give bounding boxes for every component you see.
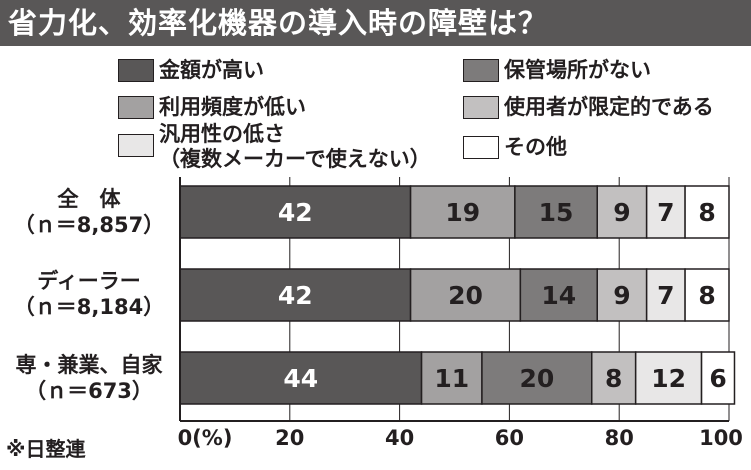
legend-label: 保管場所がない bbox=[504, 58, 651, 82]
bar-segment bbox=[409, 268, 522, 322]
data-label: 12 bbox=[651, 364, 686, 393]
legend-item-low-usage: 利用頻度が低い bbox=[118, 95, 306, 120]
row-label-line2: （ｎ＝8,857） bbox=[13, 213, 165, 237]
legend-item-amount-high: 金額が高い bbox=[118, 58, 264, 83]
bar-segment bbox=[596, 185, 648, 239]
data-label: 7 bbox=[657, 198, 674, 227]
legend-swatch bbox=[463, 59, 499, 82]
x-tick-label: 60 bbox=[495, 426, 524, 450]
data-label: 11 bbox=[434, 364, 469, 393]
chart-title: 省力化、効率化機器の導入時の障壁は？ bbox=[0, 0, 751, 46]
row-label-line1: 全 体 bbox=[57, 187, 121, 211]
legend-label: 金額が高い bbox=[159, 58, 264, 82]
data-label: 19 bbox=[445, 198, 480, 227]
legend-swatch bbox=[118, 134, 154, 157]
data-label: 44 bbox=[283, 364, 318, 393]
data-label: 9 bbox=[613, 281, 630, 310]
legend-label: 使用者が限定的である bbox=[504, 95, 714, 119]
bar-segment bbox=[481, 351, 593, 405]
data-label: 14 bbox=[541, 281, 576, 310]
data-label: 20 bbox=[448, 281, 483, 310]
legend-swatch bbox=[118, 59, 154, 82]
row-label-line1: ディーラー bbox=[37, 269, 141, 293]
x-tick-label: 40 bbox=[385, 426, 414, 450]
x-tick-label: 0(%) bbox=[178, 426, 233, 450]
row-label-all: 全 体 （ｎ＝8,857） bbox=[4, 186, 174, 238]
bar-segment bbox=[645, 268, 686, 322]
legend-swatch bbox=[118, 96, 154, 119]
data-label: 8 bbox=[605, 364, 622, 393]
legend-swatch bbox=[463, 96, 499, 119]
row-label-specialty: 専・兼業、自家 （ｎ＝673） bbox=[4, 352, 174, 404]
legend-item-other: その他 bbox=[463, 135, 567, 160]
legend-swatch bbox=[463, 136, 499, 159]
x-tick-label: 20 bbox=[275, 426, 304, 450]
row-label-line2: （ｎ＝8,184） bbox=[13, 295, 165, 319]
bar-segment bbox=[700, 351, 736, 405]
bar-segment bbox=[519, 268, 598, 322]
data-label: 20 bbox=[519, 364, 554, 393]
data-label: 42 bbox=[278, 281, 313, 310]
row-label-line1: 専・兼業、自家 bbox=[15, 353, 163, 377]
bar-segment bbox=[684, 268, 730, 322]
legend-label: 汎用性の低さ （複数メーカーで使えない） bbox=[159, 122, 431, 171]
row-label-line2: （ｎ＝673） bbox=[25, 379, 153, 403]
legend-label: 利用頻度が低い bbox=[159, 95, 306, 119]
data-label: 42 bbox=[278, 198, 313, 227]
bar-segment bbox=[179, 268, 412, 322]
legend-item-limited-users: 使用者が限定的である bbox=[463, 95, 714, 120]
bar-segment bbox=[420, 351, 483, 405]
row-label-dealer: ディーラー （ｎ＝8,184） bbox=[4, 268, 174, 320]
legend-label: その他 bbox=[504, 135, 567, 159]
bar-segment bbox=[591, 351, 637, 405]
data-label: 8 bbox=[698, 198, 715, 227]
data-label: 15 bbox=[539, 198, 574, 227]
data-label: 8 bbox=[698, 281, 715, 310]
bar-segment bbox=[179, 185, 412, 239]
data-label: 6 bbox=[709, 364, 726, 393]
data-label: 9 bbox=[613, 198, 630, 227]
bar-segment bbox=[409, 185, 516, 239]
bar-segment bbox=[684, 185, 730, 239]
legend-item-low-versatility: 汎用性の低さ （複数メーカーで使えない） bbox=[118, 122, 431, 172]
x-tick-label: 100 bbox=[699, 426, 743, 450]
source-note: ※日整連 bbox=[6, 437, 86, 461]
bar-segment bbox=[596, 268, 648, 322]
bar-segment bbox=[514, 185, 598, 239]
legend-item-storage-none: 保管場所がない bbox=[463, 58, 651, 83]
x-tick-label: 80 bbox=[605, 426, 634, 450]
data-label: 7 bbox=[657, 281, 674, 310]
